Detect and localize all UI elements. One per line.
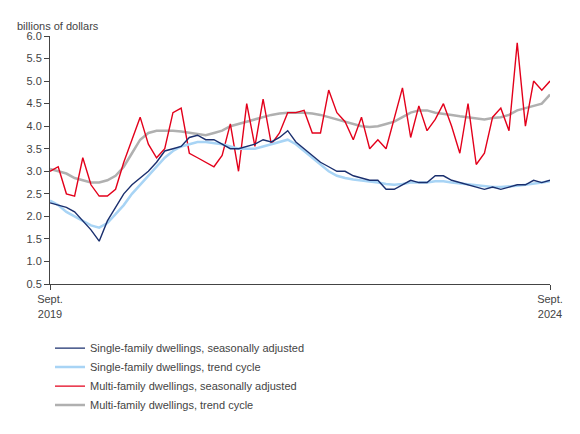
- svg-text:Multi-family dwellings, season: Multi-family dwellings, seasonally adjus…: [90, 380, 297, 392]
- svg-text:6.0: 6.0: [27, 30, 42, 42]
- svg-text:5.0: 5.0: [27, 75, 42, 87]
- svg-text:5.5: 5.5: [27, 52, 42, 64]
- svg-text:Multi-family dwellings, trend: Multi-family dwellings, trend cycle: [90, 399, 253, 411]
- svg-text:1.0: 1.0: [27, 255, 42, 267]
- svg-text:billions of dollars: billions of dollars: [17, 20, 99, 32]
- svg-text:Single-family dwellings, seaso: Single-family dwellings, seasonally adju…: [90, 342, 304, 354]
- svg-text:Single-family dwellings, trend: Single-family dwellings, trend cycle: [90, 361, 261, 373]
- svg-text:0.5: 0.5: [27, 278, 42, 290]
- svg-text:4.0: 4.0: [27, 120, 42, 132]
- svg-text:2.0: 2.0: [27, 210, 42, 222]
- svg-text:3.0: 3.0: [27, 165, 42, 177]
- svg-text:2.5: 2.5: [27, 188, 42, 200]
- svg-text:Sept.2024: Sept.2024: [537, 293, 563, 319]
- svg-text:4.5: 4.5: [27, 97, 42, 109]
- svg-text:3.5: 3.5: [27, 143, 42, 155]
- svg-text:1.5: 1.5: [27, 233, 42, 245]
- svg-text:Sept.2019: Sept.2019: [37, 293, 63, 319]
